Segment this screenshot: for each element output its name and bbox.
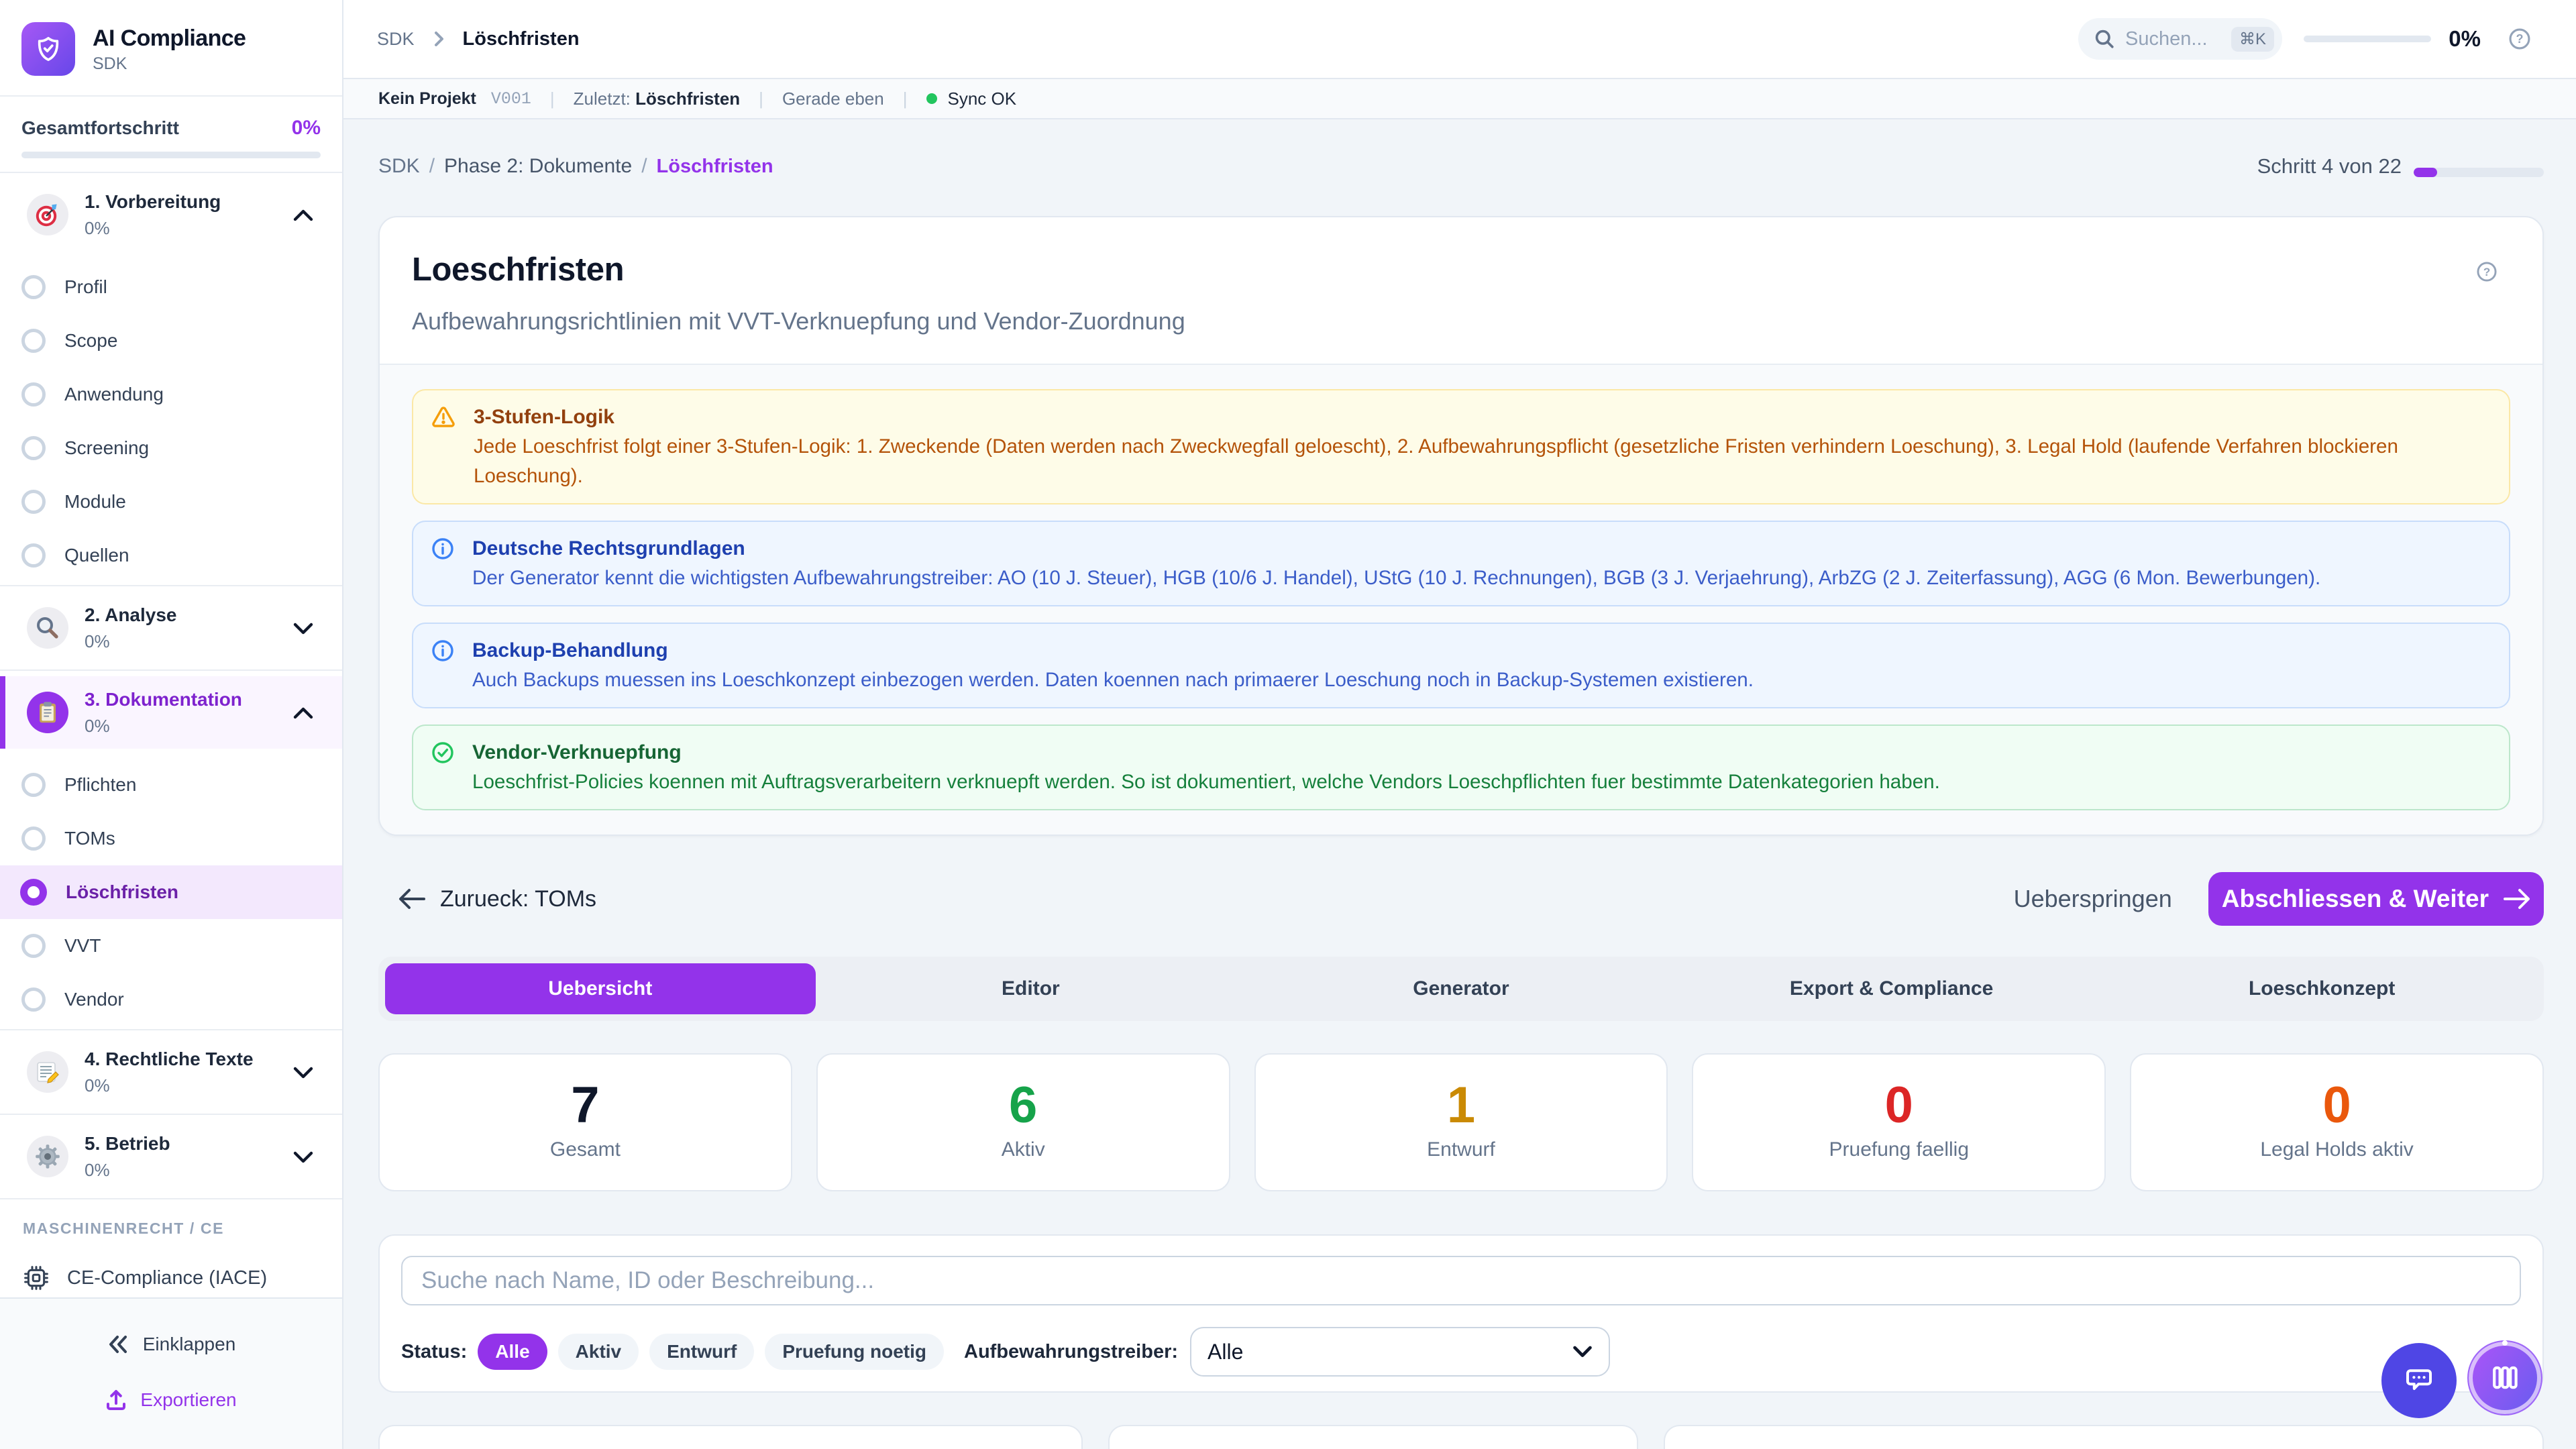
svg-text:?: ? [2516, 32, 2523, 46]
svg-text:?: ? [2483, 266, 2490, 278]
